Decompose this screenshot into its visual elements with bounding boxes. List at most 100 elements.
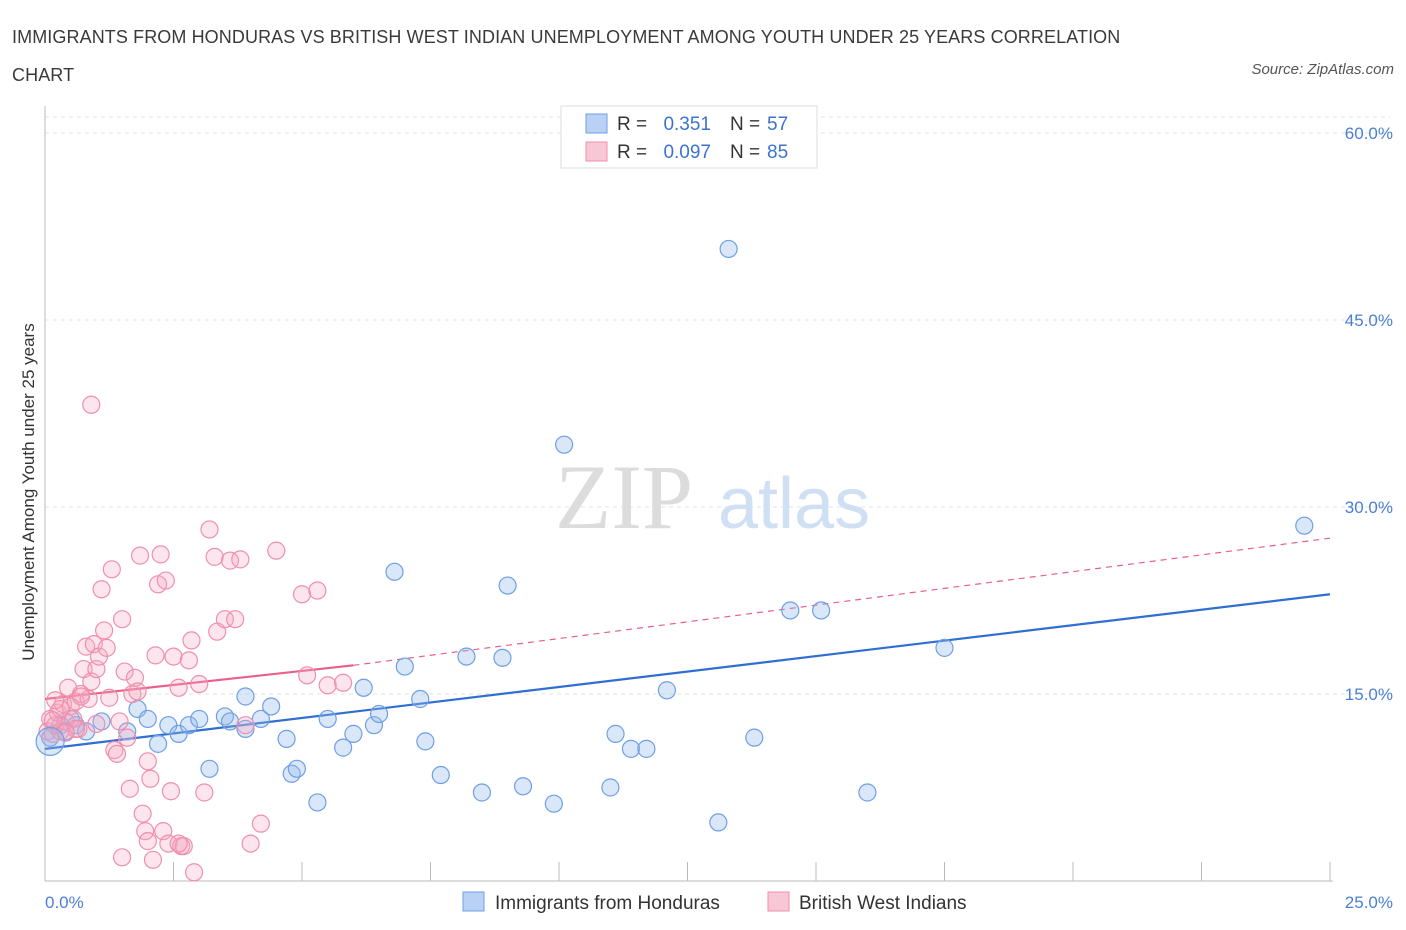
honduras-point-30 bbox=[364, 716, 384, 735]
watermark-atlas: atlas bbox=[718, 464, 870, 544]
y-tick-label-45: 45.0% bbox=[1345, 311, 1393, 330]
legend-n-label-2: N = bbox=[730, 142, 760, 163]
bwi-trend-line bbox=[44, 664, 354, 701]
bwi-point-82 bbox=[138, 832, 157, 851]
bwi-point-81 bbox=[112, 848, 132, 867]
honduras-point-42 bbox=[544, 794, 563, 813]
bwi-point-59 bbox=[205, 547, 224, 566]
bwi-point-27 bbox=[107, 744, 127, 763]
series-legend-swatch-honduras bbox=[462, 891, 485, 912]
honduras-point-33 bbox=[395, 657, 414, 676]
honduras-point-48 bbox=[657, 681, 677, 700]
bwi-point-70 bbox=[298, 666, 317, 685]
legend-r-value-2: 0.097 bbox=[663, 142, 711, 163]
y-axis-title: Unemployment Among Youth under 25 years bbox=[19, 323, 38, 660]
honduras-point-7 bbox=[118, 722, 137, 741]
honduras-point-9 bbox=[138, 709, 157, 729]
honduras-point-29 bbox=[354, 678, 373, 697]
bwi-point-25 bbox=[102, 560, 121, 579]
bwi-point-72 bbox=[318, 676, 337, 695]
honduras-point-44 bbox=[601, 778, 620, 797]
honduras-point-35 bbox=[416, 732, 435, 751]
honduras-point-37 bbox=[457, 647, 476, 666]
data-points bbox=[35, 239, 1314, 882]
legend-n-label-1: N = bbox=[730, 114, 760, 135]
bwi-point-79 bbox=[56, 723, 75, 742]
bwi-point-40 bbox=[141, 769, 160, 788]
bwi-point-69 bbox=[292, 585, 312, 604]
axes bbox=[44, 106, 1333, 882]
bwi-point-23 bbox=[97, 638, 116, 657]
bwi-point-58 bbox=[200, 520, 219, 539]
bwi-point-50 bbox=[169, 678, 188, 697]
honduras-point-55 bbox=[935, 638, 954, 657]
honduras-point-52 bbox=[781, 601, 800, 620]
bwi-point-44 bbox=[151, 545, 170, 564]
honduras-point-15 bbox=[200, 759, 219, 778]
correlation-legend: R = 0.351 N = 57 R = 0.097 N = 85 bbox=[560, 105, 818, 169]
honduras-point-24 bbox=[287, 759, 306, 778]
gridlines bbox=[45, 116, 1390, 695]
chart-title: IMMIGRANTS FROM HONDURAS VS BRITISH WEST… bbox=[12, 27, 1121, 85]
series-legend-swatch-bwi bbox=[767, 891, 790, 912]
honduras-point-34 bbox=[411, 689, 430, 709]
bwi-point-73 bbox=[334, 673, 353, 692]
honduras-point-26 bbox=[318, 709, 337, 729]
bwi-point-30 bbox=[115, 662, 134, 681]
bwi-point-54 bbox=[182, 631, 201, 650]
bwi-point-65 bbox=[236, 716, 255, 735]
y-tick-labels: 15.0% 30.0% 45.0% 60.0% bbox=[1345, 124, 1393, 704]
watermark-zip: ZIP bbox=[555, 446, 693, 548]
series-legend-label-honduras: Immigrants from Honduras bbox=[495, 893, 720, 914]
bwi-point-42 bbox=[146, 646, 165, 665]
honduras-point-41 bbox=[513, 777, 533, 796]
bwi-point-78 bbox=[46, 691, 65, 710]
honduras-point-45 bbox=[606, 724, 625, 743]
bwi-point-46 bbox=[156, 571, 175, 590]
bwi-point-48 bbox=[161, 782, 181, 801]
bwi-point-75 bbox=[87, 714, 106, 734]
legend-r-label-1: R = bbox=[617, 114, 647, 135]
honduras-point-10 bbox=[148, 734, 168, 753]
honduras-point-43 bbox=[555, 435, 574, 454]
honduras-point-36 bbox=[431, 765, 450, 785]
honduras-point-54 bbox=[858, 783, 877, 802]
legend-r-value-1: 0.351 bbox=[663, 114, 711, 135]
legend-r-label-2: R = bbox=[617, 142, 647, 163]
honduras-point-19 bbox=[236, 687, 255, 706]
bwi-point-64 bbox=[231, 550, 250, 569]
y-tick-label-60: 60.0% bbox=[1345, 124, 1393, 143]
honduras-point-51 bbox=[745, 728, 764, 747]
honduras-point-20 bbox=[251, 709, 270, 729]
trend-lines bbox=[44, 537, 1331, 750]
bwi-point-74 bbox=[82, 395, 101, 414]
bwi-point-63 bbox=[226, 610, 245, 629]
honduras-point-21 bbox=[262, 697, 281, 716]
honduras-point-39 bbox=[493, 648, 512, 667]
honduras-point-28 bbox=[344, 724, 363, 743]
bwi-point-84 bbox=[43, 711, 62, 730]
bwi-point-53 bbox=[179, 651, 199, 670]
honduras-point-46 bbox=[621, 739, 641, 758]
honduras-point-17 bbox=[220, 712, 240, 731]
legend-swatch-blue bbox=[585, 113, 608, 134]
bwi-point-34 bbox=[125, 668, 145, 687]
x-tick-label-max: 25.0% bbox=[1345, 893, 1393, 912]
bwi-point-57 bbox=[195, 783, 214, 802]
honduras-point-56 bbox=[1295, 516, 1314, 535]
bwi-point-28 bbox=[110, 712, 129, 731]
bwi-point-22 bbox=[95, 621, 114, 640]
bwi-point-21 bbox=[92, 580, 111, 599]
honduras-point-13 bbox=[179, 716, 199, 735]
honduras-point-27 bbox=[334, 738, 353, 757]
bwi-point-36 bbox=[130, 546, 150, 565]
bwi-point-49 bbox=[164, 647, 183, 666]
legend-swatch-pink bbox=[585, 141, 608, 162]
x-tick-label-min: 0.0% bbox=[45, 893, 84, 912]
honduras-point-22 bbox=[277, 729, 296, 748]
bwi-point-55 bbox=[184, 863, 204, 882]
honduras-point-50 bbox=[719, 239, 738, 259]
honduras-point-49 bbox=[709, 813, 728, 832]
bwi-point-37 bbox=[133, 804, 152, 823]
bwi-trend-extension bbox=[353, 537, 1331, 666]
